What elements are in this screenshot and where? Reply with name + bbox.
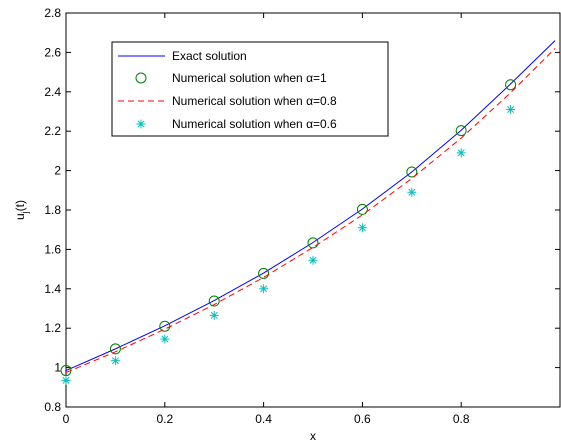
y-tick-label: 1.4 bbox=[44, 282, 61, 296]
y-tick-label: 1.6 bbox=[44, 242, 61, 256]
data-point bbox=[506, 105, 516, 115]
series-line bbox=[65, 48, 556, 373]
y-tick-labels: 0.8 1 1.2 1.4 1.6 1.8 2 2.2 2.4 2.6 2.8 bbox=[44, 6, 61, 414]
y-tick-label: 0.8 bbox=[44, 400, 61, 414]
data-point bbox=[407, 187, 417, 197]
data-point bbox=[209, 310, 219, 320]
data-point bbox=[505, 79, 517, 91]
series-layer bbox=[60, 40, 556, 385]
x-tick-labels: 0 0.2 0.4 0.6 0.8 bbox=[63, 412, 470, 426]
legend: Exact solution Numerical solution when α=… bbox=[111, 41, 389, 137]
y-tick-label: 1.8 bbox=[44, 203, 61, 217]
y-axis-label: uj(t) bbox=[13, 200, 30, 220]
data-point bbox=[406, 166, 418, 178]
data-point bbox=[109, 343, 121, 355]
asterisk-stroke bbox=[210, 311, 218, 319]
y-tick-label: 2.2 bbox=[44, 124, 61, 138]
y-tick-label: 2 bbox=[54, 164, 61, 178]
data-point bbox=[160, 334, 170, 344]
data-point bbox=[307, 237, 319, 249]
y-tick-label: 2.8 bbox=[44, 6, 61, 20]
x-tick-label: 0 bbox=[63, 412, 70, 426]
data-point bbox=[110, 356, 120, 366]
asterisk-stroke bbox=[408, 188, 416, 196]
y-tick-label: 1.2 bbox=[44, 321, 61, 335]
legend-label-3: Numerical solution when α=0.6 bbox=[172, 117, 337, 131]
x-tick-label: 0.6 bbox=[354, 412, 371, 426]
x-tick-label: 0.4 bbox=[255, 412, 272, 426]
y-tick-label: 1 bbox=[54, 361, 61, 375]
asterisk-stroke bbox=[62, 376, 70, 384]
asterisk-stroke bbox=[457, 149, 465, 157]
data-point bbox=[208, 295, 220, 307]
y-tick-label: 2.6 bbox=[44, 45, 61, 59]
legend-swatch-1 bbox=[135, 72, 147, 84]
data-point bbox=[456, 148, 466, 158]
asterisk-stroke bbox=[309, 256, 317, 264]
legend-box bbox=[111, 41, 389, 137]
data-point bbox=[357, 223, 367, 233]
data-point bbox=[258, 267, 270, 279]
series-0 bbox=[65, 40, 556, 372]
asterisk-stroke bbox=[161, 335, 169, 343]
y-tick-label: 2.4 bbox=[44, 85, 61, 99]
x-tick-label: 0.8 bbox=[453, 412, 470, 426]
legend-swatch-3 bbox=[136, 119, 146, 129]
asterisk-stroke bbox=[507, 106, 515, 114]
asterisk-stroke bbox=[358, 224, 366, 232]
asterisk-stroke bbox=[111, 357, 119, 365]
asterisk-stroke bbox=[137, 120, 145, 128]
legend-label-1: Numerical solution when α=1 bbox=[172, 71, 327, 85]
data-point bbox=[61, 375, 71, 385]
data-point bbox=[356, 203, 368, 215]
legend-label-0: Exact solution bbox=[172, 49, 247, 63]
series-line bbox=[65, 40, 556, 372]
series-2 bbox=[65, 48, 556, 373]
asterisk-stroke bbox=[260, 285, 268, 293]
data-point bbox=[455, 125, 467, 137]
series-3 bbox=[61, 105, 516, 385]
legend-label-2: Numerical solution when α=0.8 bbox=[172, 94, 337, 108]
data-point bbox=[308, 255, 318, 265]
x-axis-label: x bbox=[310, 429, 316, 443]
data-point bbox=[259, 284, 269, 294]
x-tick-label: 0.2 bbox=[156, 412, 173, 426]
tick-marks bbox=[65, 12, 560, 408]
